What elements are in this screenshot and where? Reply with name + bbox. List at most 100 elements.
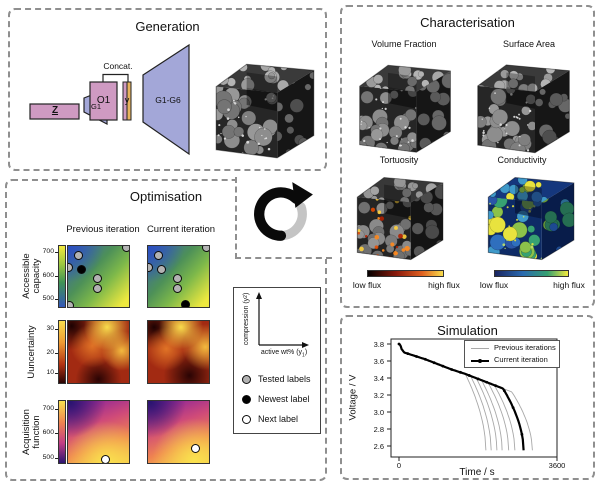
current-iteration-point [467, 374, 471, 377]
y-label: y [124, 95, 130, 105]
compression-axis-text: compression (y [243, 297, 251, 346]
z-latent-block [29, 103, 80, 120]
colorbar-tick: 600 [42, 429, 54, 436]
current-iteration-point [432, 361, 436, 365]
volume-fraction-cube [359, 64, 451, 153]
simulation-panel: Simulation Voltage / V Time / s 3.8 3.6 3.… [340, 315, 595, 480]
mini-axes [256, 292, 309, 348]
conductivity-colorbar [494, 270, 569, 277]
map-marker-tested [68, 263, 73, 273]
o1-block [89, 81, 118, 121]
colorbar-tick: 10 [46, 369, 54, 376]
cube-notch [506, 72, 535, 92]
current-iteration-point [485, 380, 489, 384]
g1-g6-trapezoid [142, 43, 190, 156]
tortuosity-label: Tortuosity [379, 155, 419, 165]
colorbar-tick-dash [55, 329, 58, 330]
sim-xtick: 3600 [548, 461, 566, 470]
tortuosity-low-flux-label: low flux [352, 280, 382, 290]
map-marker-next [190, 443, 200, 453]
colorbar-tick-dash [55, 299, 58, 300]
acquisition-colorbar [58, 400, 66, 464]
sim-ytick: 3.6 [373, 356, 384, 366]
colorbar-tick: 500 [42, 454, 54, 461]
map-marker-tested [73, 250, 83, 260]
g1-label: G1 [90, 102, 101, 111]
active-wt-axis-label: active wt% (y1) [244, 349, 324, 358]
colorbar-tick: 500 [42, 295, 54, 302]
colorbar-tick: 30 [46, 325, 54, 332]
map-marker-tested [173, 273, 182, 283]
previous-iterations-text: Previous iterations [494, 343, 556, 352]
colorbar-tick-dash [55, 409, 58, 410]
map-marker-tested [93, 273, 102, 283]
current-iteration-point [450, 368, 454, 371]
cube-notch [384, 184, 411, 203]
map-marker-tested [173, 283, 182, 293]
current-iteration-point [441, 364, 445, 368]
current-iteration-point [511, 406, 515, 410]
compression-axis-label: compression (y 2) [242, 279, 252, 359]
sim-ytick: 3.2 [373, 390, 384, 400]
cycle-refresh-arrow-icon [254, 182, 313, 241]
current-iteration-point [502, 389, 506, 393]
current-iteration-point [406, 352, 410, 356]
heatmap-acquisition-current [147, 400, 210, 464]
map-marker-tested [201, 246, 209, 252]
conductivity-low-flux-label: low flux [479, 280, 509, 290]
heatmap-uncertainty-previous [67, 320, 130, 384]
sim-ytick: 3.4 [373, 373, 384, 383]
map-marker-tested [93, 283, 102, 293]
current-iteration-header: Current iteration [146, 224, 216, 235]
map-marker-newest [180, 299, 190, 307]
colorbar-tick-dash [55, 276, 58, 277]
sim-xtick: 0 [396, 461, 402, 470]
discharge-curves-chart [387, 338, 558, 461]
tested-labels-text: Tested labels [258, 374, 311, 384]
conductivity-cube [487, 177, 575, 261]
current-iteration-point [423, 357, 427, 361]
g1-g6-label: G1-G6 [155, 95, 181, 105]
accessible-capacity-colorbar [58, 245, 66, 308]
conductivity-high-flux-label: high flux [553, 280, 585, 290]
generation-panel: Generation Z G1 O1 y Concat. G1-G6 [8, 8, 327, 171]
compression-axis-close: ) [243, 292, 251, 296]
heatmap-uncertainty-current [147, 320, 210, 384]
map-marker-tested [157, 265, 167, 275]
conductivity-label: Conductivity [497, 155, 547, 165]
optimisation-title: Optimisation [129, 189, 203, 204]
legend-box: compression (y 2) active wt% (y1) Tested … [233, 287, 321, 434]
map-marker-next [101, 454, 111, 463]
legend-item-tested: Tested labels [242, 374, 311, 384]
generated-microstructure-cube [215, 63, 315, 159]
sim-ytick: 3.0 [373, 407, 384, 417]
colorbar-tick-dash [55, 373, 58, 374]
heatmap-capacity-current [147, 245, 210, 308]
colorbar-tick: 700 [42, 405, 54, 412]
tortuosity-high-flux-label: high flux [428, 280, 460, 290]
cube-notch [515, 184, 542, 203]
characterisation-title: Characterisation [420, 15, 515, 30]
active-wt-axis-sub: 1 [302, 352, 305, 359]
colorbar-tick-dash [55, 433, 58, 434]
concat-bracket [102, 73, 129, 82]
concat-label: Concat. [103, 61, 133, 71]
active-wt-axis-close: ) [304, 349, 308, 356]
map-marker-tested [148, 263, 153, 273]
next-label-text: Next label [258, 414, 299, 424]
sim-ytick: 2.8 [373, 424, 384, 434]
surface-area-cube [477, 64, 570, 154]
current-iteration-text: Current iteration [494, 355, 548, 364]
map-marker-tested [68, 300, 74, 307]
simulation-title: Simulation [437, 323, 498, 338]
voltage-axis-label: Voltage / V [347, 374, 359, 421]
colorbar-tick: 700 [42, 248, 54, 255]
newest-label-marker-icon [242, 394, 251, 404]
time-axis-label: Time / s [459, 467, 495, 478]
current-iteration-point [397, 342, 401, 346]
map-marker-tested [121, 246, 129, 252]
current-iteration-point [494, 384, 497, 388]
volume-fraction-label: Volume Fraction [371, 39, 437, 49]
o1-label: O1 [96, 95, 111, 106]
